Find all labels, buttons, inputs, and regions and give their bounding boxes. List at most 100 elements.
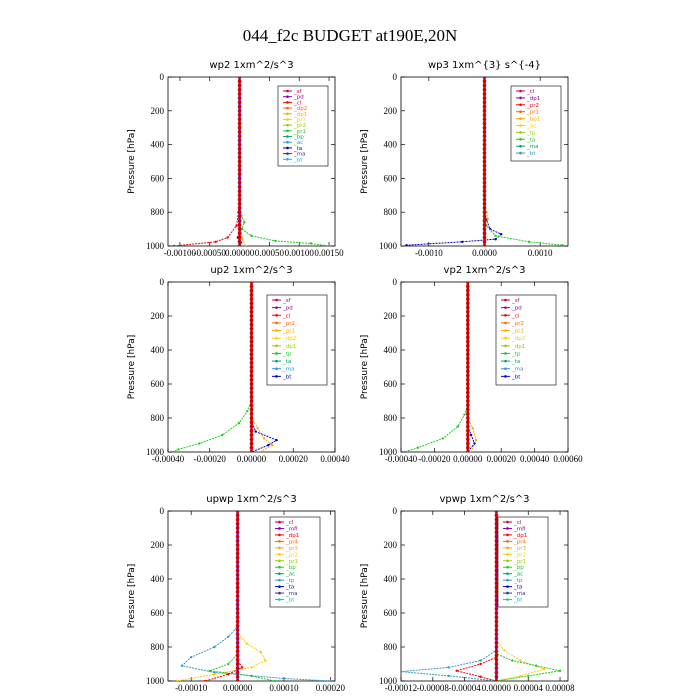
legend-marker xyxy=(286,123,289,127)
zero-marker xyxy=(237,210,242,214)
legend-marker xyxy=(504,344,507,348)
panel-3: up2 1xm^2/s^3 Pressure [hPa] 0 200 400 600 800… xyxy=(127,265,350,464)
legend-entry: _ma xyxy=(293,152,305,158)
x-tick-label: -0.00012 xyxy=(385,683,417,693)
series-line xyxy=(172,282,252,452)
y-tick-label: 0 xyxy=(393,72,398,82)
zero-marker xyxy=(482,79,487,84)
zero-marker xyxy=(482,109,487,113)
zero-marker xyxy=(249,420,254,425)
series-marker xyxy=(447,666,450,669)
legend-marker xyxy=(504,321,507,325)
series-marker xyxy=(561,243,564,246)
legend-box xyxy=(277,85,329,167)
legend-entry: _ta xyxy=(511,359,520,365)
zero-marker xyxy=(237,231,242,236)
zero-marker xyxy=(237,176,242,181)
legend-entry: _dp2 xyxy=(282,336,296,342)
y-tick-label: 1000 xyxy=(146,447,165,457)
series-marker xyxy=(235,224,238,227)
zero-marker xyxy=(466,352,470,357)
zero-marker xyxy=(494,521,499,526)
legend-marker xyxy=(519,103,522,107)
y-tick-label: 200 xyxy=(151,106,165,116)
legend-entry: _bt xyxy=(526,151,536,157)
legend-entry: _ma xyxy=(526,144,538,150)
legend: _sf _pd_cl _pr2 _pr1_dp2 _dp1_tp _ta _ma_bt xyxy=(266,294,328,386)
legend-marker xyxy=(278,527,281,530)
legend-box xyxy=(510,85,562,162)
zero-marker xyxy=(249,428,254,433)
series-marker xyxy=(494,238,497,241)
legend-entry: _pr1 xyxy=(293,129,306,135)
zero-marker xyxy=(494,581,499,586)
legend-marker xyxy=(504,306,507,309)
zero-marker xyxy=(494,568,499,573)
y-tick-label: 0 xyxy=(160,72,165,82)
zero-marker xyxy=(466,445,470,450)
series-line xyxy=(177,511,267,681)
series-marker xyxy=(271,444,274,447)
legend-marker xyxy=(278,546,281,550)
zero-marker xyxy=(237,155,242,160)
y-axis-label: Pressure [hPa] xyxy=(360,129,370,194)
zero-marker xyxy=(466,309,470,314)
legend-marker xyxy=(506,598,509,601)
zero-marker xyxy=(237,138,242,143)
legend-marker xyxy=(506,553,509,556)
plot-frame xyxy=(167,76,336,247)
zero-marker xyxy=(494,606,499,611)
x-tick-label: -0.00010 xyxy=(175,683,208,693)
series-marker xyxy=(542,667,546,671)
legend-marker xyxy=(506,585,509,588)
legend-entry: _dp1 xyxy=(511,344,525,350)
legend-marker xyxy=(278,598,281,601)
series-group xyxy=(170,282,278,452)
legend-box xyxy=(269,516,321,608)
y-tick-label: 200 xyxy=(384,311,398,321)
zero-marker xyxy=(494,594,499,598)
x-tick-label: -0.00004 xyxy=(448,683,481,693)
zero-marker xyxy=(466,433,470,437)
zero-marker xyxy=(482,77,487,79)
legend-marker xyxy=(275,313,278,317)
legend-box xyxy=(497,516,549,608)
y-tick-label: 600 xyxy=(151,173,165,183)
zero-marker xyxy=(494,513,499,518)
legend-entry: _ac xyxy=(293,140,303,146)
y-tick-label: 0 xyxy=(160,277,165,287)
zero-marker xyxy=(235,645,240,649)
y-tick-label: 400 xyxy=(151,140,165,150)
zero-marker xyxy=(237,151,242,155)
zero-marker xyxy=(249,348,254,352)
zero-marker xyxy=(466,382,470,386)
zero-marker xyxy=(235,543,240,547)
x-tick-label: 0.00020 xyxy=(487,454,517,464)
x-tick-label: 0.00010 xyxy=(269,683,299,693)
zero-marker xyxy=(235,517,240,522)
zero-marker xyxy=(235,589,240,594)
series-marker xyxy=(214,240,217,243)
x-tick-label: 0.00020 xyxy=(279,454,309,464)
series-marker xyxy=(170,450,174,452)
series-marker xyxy=(243,221,246,224)
legend-entry: _pr3 xyxy=(293,117,307,123)
legend-entry: _dp1 xyxy=(513,533,527,539)
series-marker xyxy=(250,674,253,678)
zero-marker xyxy=(249,411,254,416)
zero-marker xyxy=(249,382,254,386)
series-marker xyxy=(463,413,466,416)
legend-marker xyxy=(278,553,281,556)
zero-marker xyxy=(237,235,242,240)
legend-entry: _tp xyxy=(513,578,523,584)
zero-marker xyxy=(235,568,240,573)
panel-1: wp2 1xm^2/s^3 Pressure [hPa] 0 200 400 600 800… xyxy=(127,60,344,258)
zero-marker xyxy=(235,662,240,666)
legend-entry: _dp2 xyxy=(293,106,307,112)
panel-4: vp2 1xm^2/s^3 Pressure [hPa] 0 200 400 600 800… xyxy=(360,265,583,464)
zero-marker xyxy=(237,168,242,172)
series-line xyxy=(401,511,497,681)
zero-marker xyxy=(249,335,254,340)
legend-marker xyxy=(286,118,289,121)
